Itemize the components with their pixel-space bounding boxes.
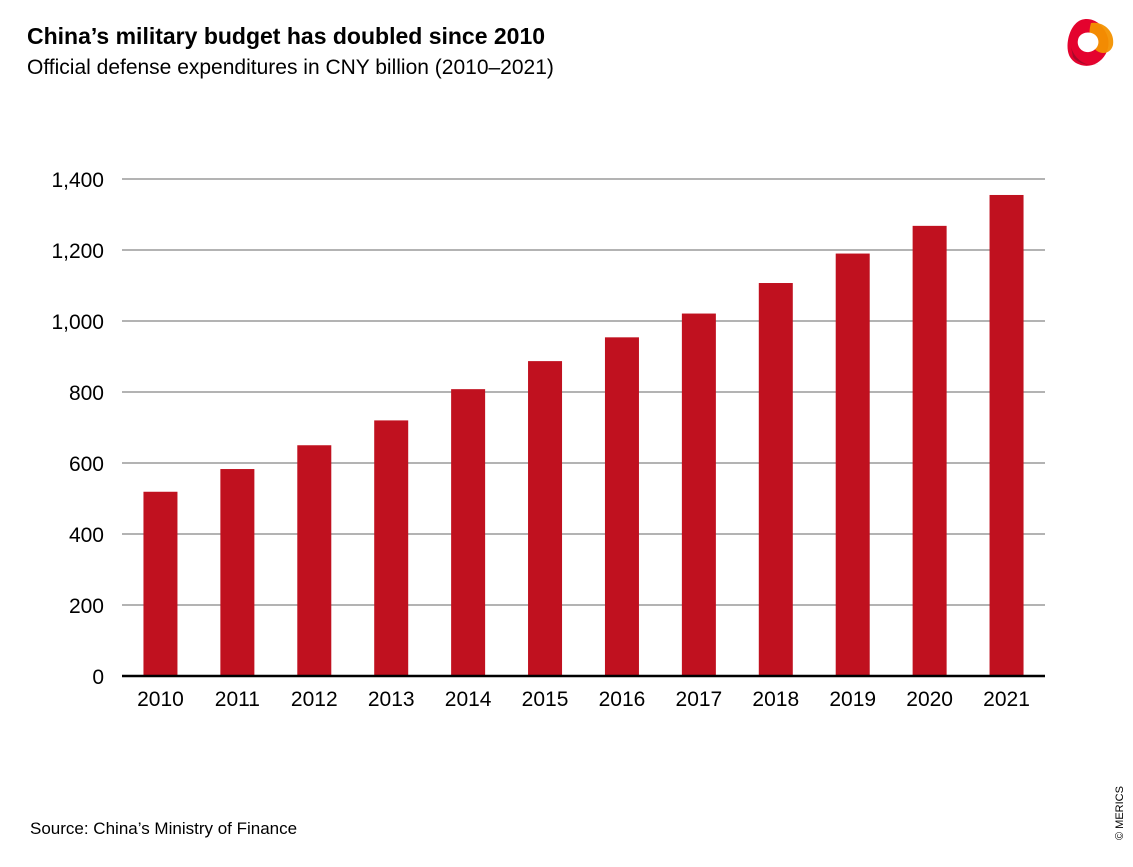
x-tick-label: 2013 <box>368 688 415 711</box>
x-tick-label: 2016 <box>599 688 646 711</box>
bar-2016 <box>604 337 639 676</box>
copyright-note: © MERICS <box>1114 786 1126 840</box>
bar-2011 <box>220 469 255 676</box>
y-tick-label: 1,400 <box>51 169 104 192</box>
x-tick-label: 2014 <box>445 688 492 711</box>
logo-white-hole-icon <box>1077 32 1099 53</box>
x-tick-label: 2018 <box>752 688 799 711</box>
bar-2019 <box>835 253 870 677</box>
chart-subtitle: Official defense expenditures in CNY bil… <box>27 56 554 79</box>
bar-2014 <box>451 389 486 676</box>
x-tick-label: 2019 <box>829 688 876 711</box>
source-note: Source: China’s Ministry of Finance <box>30 819 298 838</box>
bar-2018 <box>758 283 793 676</box>
x-axis-ticks: 2010 2011 2012 2013 2014 2015 2016 2017 2018 2019… <box>137 688 1030 711</box>
chart-title: China’s military budget has doubled sinc… <box>27 23 546 49</box>
bars <box>143 194 1024 677</box>
x-tick-label: 2015 <box>522 688 569 711</box>
gridlines <box>122 178 1045 606</box>
x-tick-label: 2010 <box>137 688 184 711</box>
x-tick-label: 2011 <box>215 688 260 711</box>
y-axis-ticks: 0 200 400 600 800 1,000 1,200 1,400 <box>51 169 104 689</box>
bar-2012 <box>297 445 332 676</box>
x-tick-label: 2021 <box>983 688 1030 711</box>
bar-2021 <box>989 194 1024 676</box>
logo-dark-shape-icon <box>1071 47 1101 66</box>
merics-logo-icon <box>1067 19 1114 66</box>
y-tick-label: 1,000 <box>51 311 104 334</box>
y-tick-label: 800 <box>69 382 104 405</box>
bar-2013 <box>374 420 409 676</box>
x-tick-label: 2020 <box>906 688 953 711</box>
x-tick-label: 2017 <box>676 688 723 711</box>
y-tick-label: 200 <box>69 595 104 618</box>
y-tick-label: 600 <box>69 453 104 476</box>
x-tick-label: 2012 <box>291 688 338 711</box>
y-tick-label: 1,200 <box>51 240 104 263</box>
y-tick-label: 0 <box>92 666 104 689</box>
y-tick-label: 400 <box>69 524 104 547</box>
bar-2017 <box>681 313 716 676</box>
bar-2015 <box>528 361 563 676</box>
bar-2020 <box>912 225 947 677</box>
bar-2010 <box>143 491 178 676</box>
